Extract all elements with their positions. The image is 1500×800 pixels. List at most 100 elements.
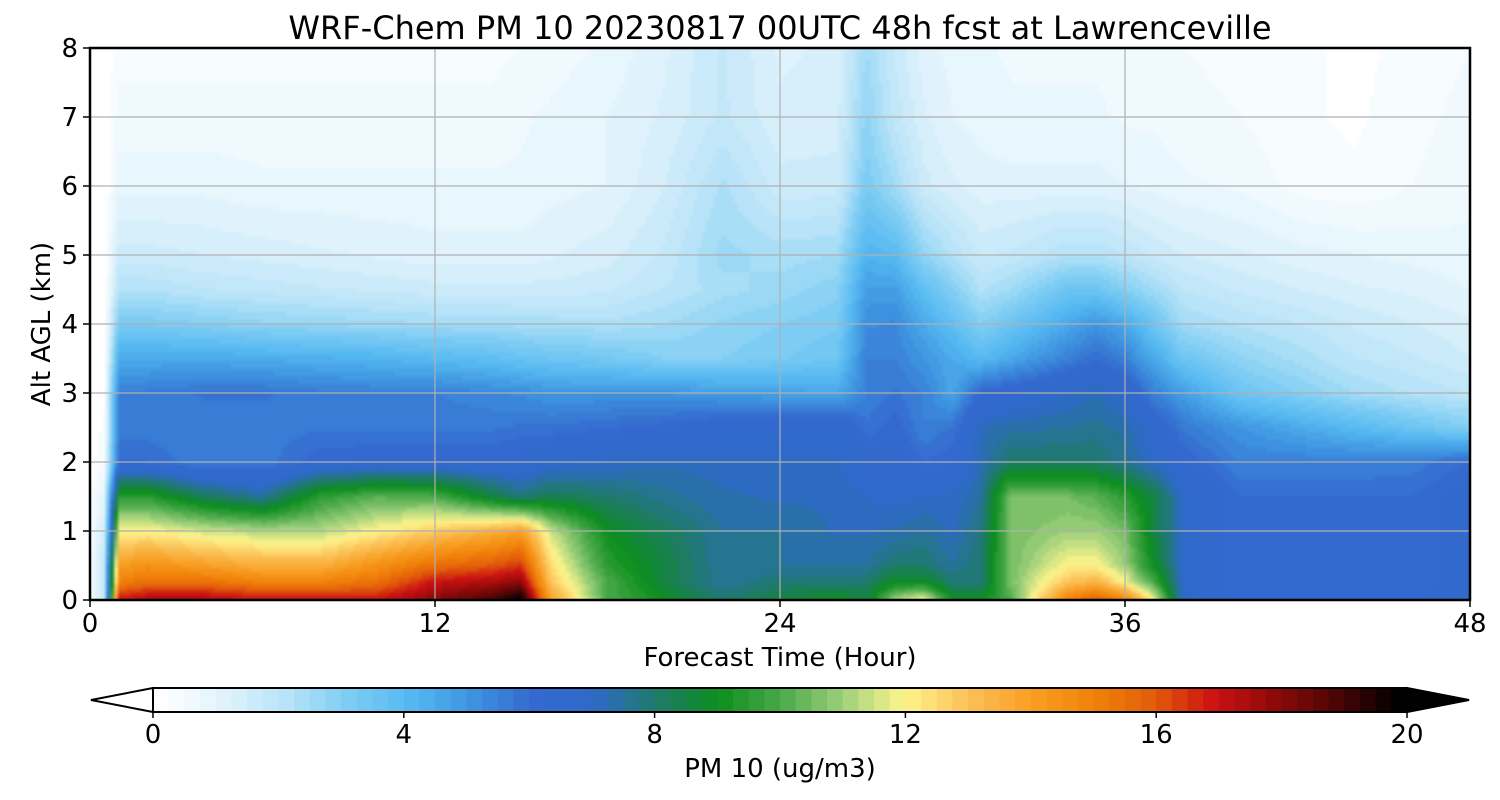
colorbar-tick-label: 16 (1140, 720, 1173, 750)
grid-lines (90, 48, 1470, 600)
colorbar-swatch (999, 688, 1016, 712)
y-tick-label: 3 (61, 379, 78, 409)
x-tick-label: 24 (763, 609, 796, 639)
colorbar-swatch (497, 688, 515, 712)
colorbar-swatch (936, 688, 954, 712)
colorbar-swatch (341, 688, 358, 712)
colorbar-swatch (952, 688, 969, 712)
colorbar-swatches (153, 688, 1408, 712)
chart-title: WRF-Chem PM 10 20230817 00UTC 48h fcst a… (288, 9, 1271, 47)
colorbar-tick-label: 8 (646, 720, 663, 750)
colorbar-swatch (1030, 688, 1048, 712)
colorbar-swatch (764, 688, 781, 712)
colorbar-swatch (1344, 688, 1361, 712)
colorbar-label: PM 10 (ug/m3) (684, 754, 876, 784)
colorbar-swatch (827, 688, 844, 712)
colorbar-swatch (1359, 688, 1377, 712)
colorbar-swatch (466, 688, 483, 712)
colorbar-swatch (1250, 688, 1267, 712)
colorbar-swatch (215, 688, 232, 712)
colorbar-swatch (1218, 688, 1236, 712)
colorbar-frame (152, 687, 1408, 713)
colorbar-swatch (1391, 688, 1408, 712)
colorbar-swatch (529, 688, 546, 712)
colorbar-swatch (732, 688, 750, 712)
colorbar-swatch (403, 688, 421, 712)
colorbar-swatch (419, 688, 436, 712)
colorbar-swatch (576, 688, 593, 712)
colorbar-swatch (325, 688, 342, 712)
colorbar: 0 4 8 12 16 20 PM 10 (ug/m3) (90, 686, 1470, 784)
x-axis-ticks: 0 12 24 36 48 (82, 600, 1487, 639)
plot-area (88, 46, 1472, 602)
colorbar-swatch (811, 688, 828, 712)
colorbar-swatch (1171, 688, 1189, 712)
y-tick-label: 8 (61, 34, 78, 64)
colorbar-swatch (623, 688, 640, 712)
colorbar-swatch (1140, 688, 1157, 712)
colorbar-swatch (1093, 688, 1110, 712)
colorbar-swatch (858, 688, 875, 712)
colorbar-ticks: 0 4 8 12 16 20 (145, 712, 1424, 750)
colorbar-swatch (184, 688, 201, 712)
x-tick-label: 36 (1108, 609, 1141, 639)
colorbar-swatch (889, 688, 906, 712)
colorbar-tick-label: 12 (889, 720, 922, 750)
colorbar-swatch (153, 688, 170, 712)
y-axis-ticks: 0 1 2 3 4 5 6 7 8 (61, 34, 90, 616)
y-tick-label: 6 (61, 172, 78, 202)
y-tick-label: 5 (61, 241, 78, 271)
colorbar-swatch (278, 688, 295, 712)
y-tick-label: 7 (61, 103, 78, 133)
colorbar-swatch (905, 688, 922, 712)
colorbar-tick-label: 20 (1390, 720, 1423, 750)
colorbar-tick-label: 4 (396, 720, 413, 750)
colorbar-swatch (482, 688, 499, 712)
colorbar-swatch (294, 688, 311, 712)
colorbar-swatch (874, 688, 891, 712)
colorbar-swatch (983, 688, 1001, 712)
colorbar-swatch (748, 688, 765, 712)
colorbar-swatch (654, 688, 671, 712)
colorbar-swatch (1265, 688, 1283, 712)
colorbar-extend-max (1406, 686, 1470, 714)
colorbar-swatch (262, 688, 279, 712)
colorbar-swatch (921, 688, 938, 712)
colorbar-swatch (513, 688, 530, 712)
y-tick-label: 0 (61, 586, 78, 616)
colorbar-swatch (1312, 688, 1330, 712)
colorbar-swatch (247, 688, 264, 712)
colorbar-swatch (1203, 688, 1220, 712)
colorbar-swatch (607, 688, 624, 712)
colorbar-swatch (435, 688, 452, 712)
colorbar-swatch (1297, 688, 1314, 712)
colorbar-swatch (1015, 688, 1032, 712)
y-tick-label: 2 (61, 448, 78, 478)
colorbar-swatch (780, 688, 797, 712)
colorbar-swatch (1328, 688, 1345, 712)
x-tick-label: 0 (82, 609, 99, 639)
colorbar-swatch (701, 688, 718, 712)
colorbar-tick-label: 0 (145, 720, 162, 750)
y-tick-label: 4 (61, 310, 78, 340)
colorbar-swatch (450, 688, 468, 712)
colorbar-swatch (795, 688, 812, 712)
colorbar-swatch (1375, 688, 1392, 712)
colorbar-swatch (670, 688, 687, 712)
colorbar-swatch (1124, 688, 1142, 712)
colorbar-swatch (1281, 688, 1298, 712)
colorbar-swatch (1156, 688, 1173, 712)
colorbar-swatch (1077, 688, 1095, 712)
colorbar-swatch (388, 688, 405, 712)
colorbar-swatch (842, 688, 859, 712)
colorbar-swatch (309, 688, 327, 712)
colorbar-swatch (1109, 688, 1126, 712)
colorbar-swatch (200, 688, 217, 712)
x-axis-label: Forecast Time (Hour) (643, 643, 916, 673)
colorbar-swatch (1234, 688, 1251, 712)
x-tick-label: 12 (418, 609, 451, 639)
colorbar-swatch (1187, 688, 1204, 712)
colorbar-extend-min (90, 686, 154, 714)
colorbar-swatch (1046, 688, 1063, 712)
colorbar-swatch (560, 688, 577, 712)
